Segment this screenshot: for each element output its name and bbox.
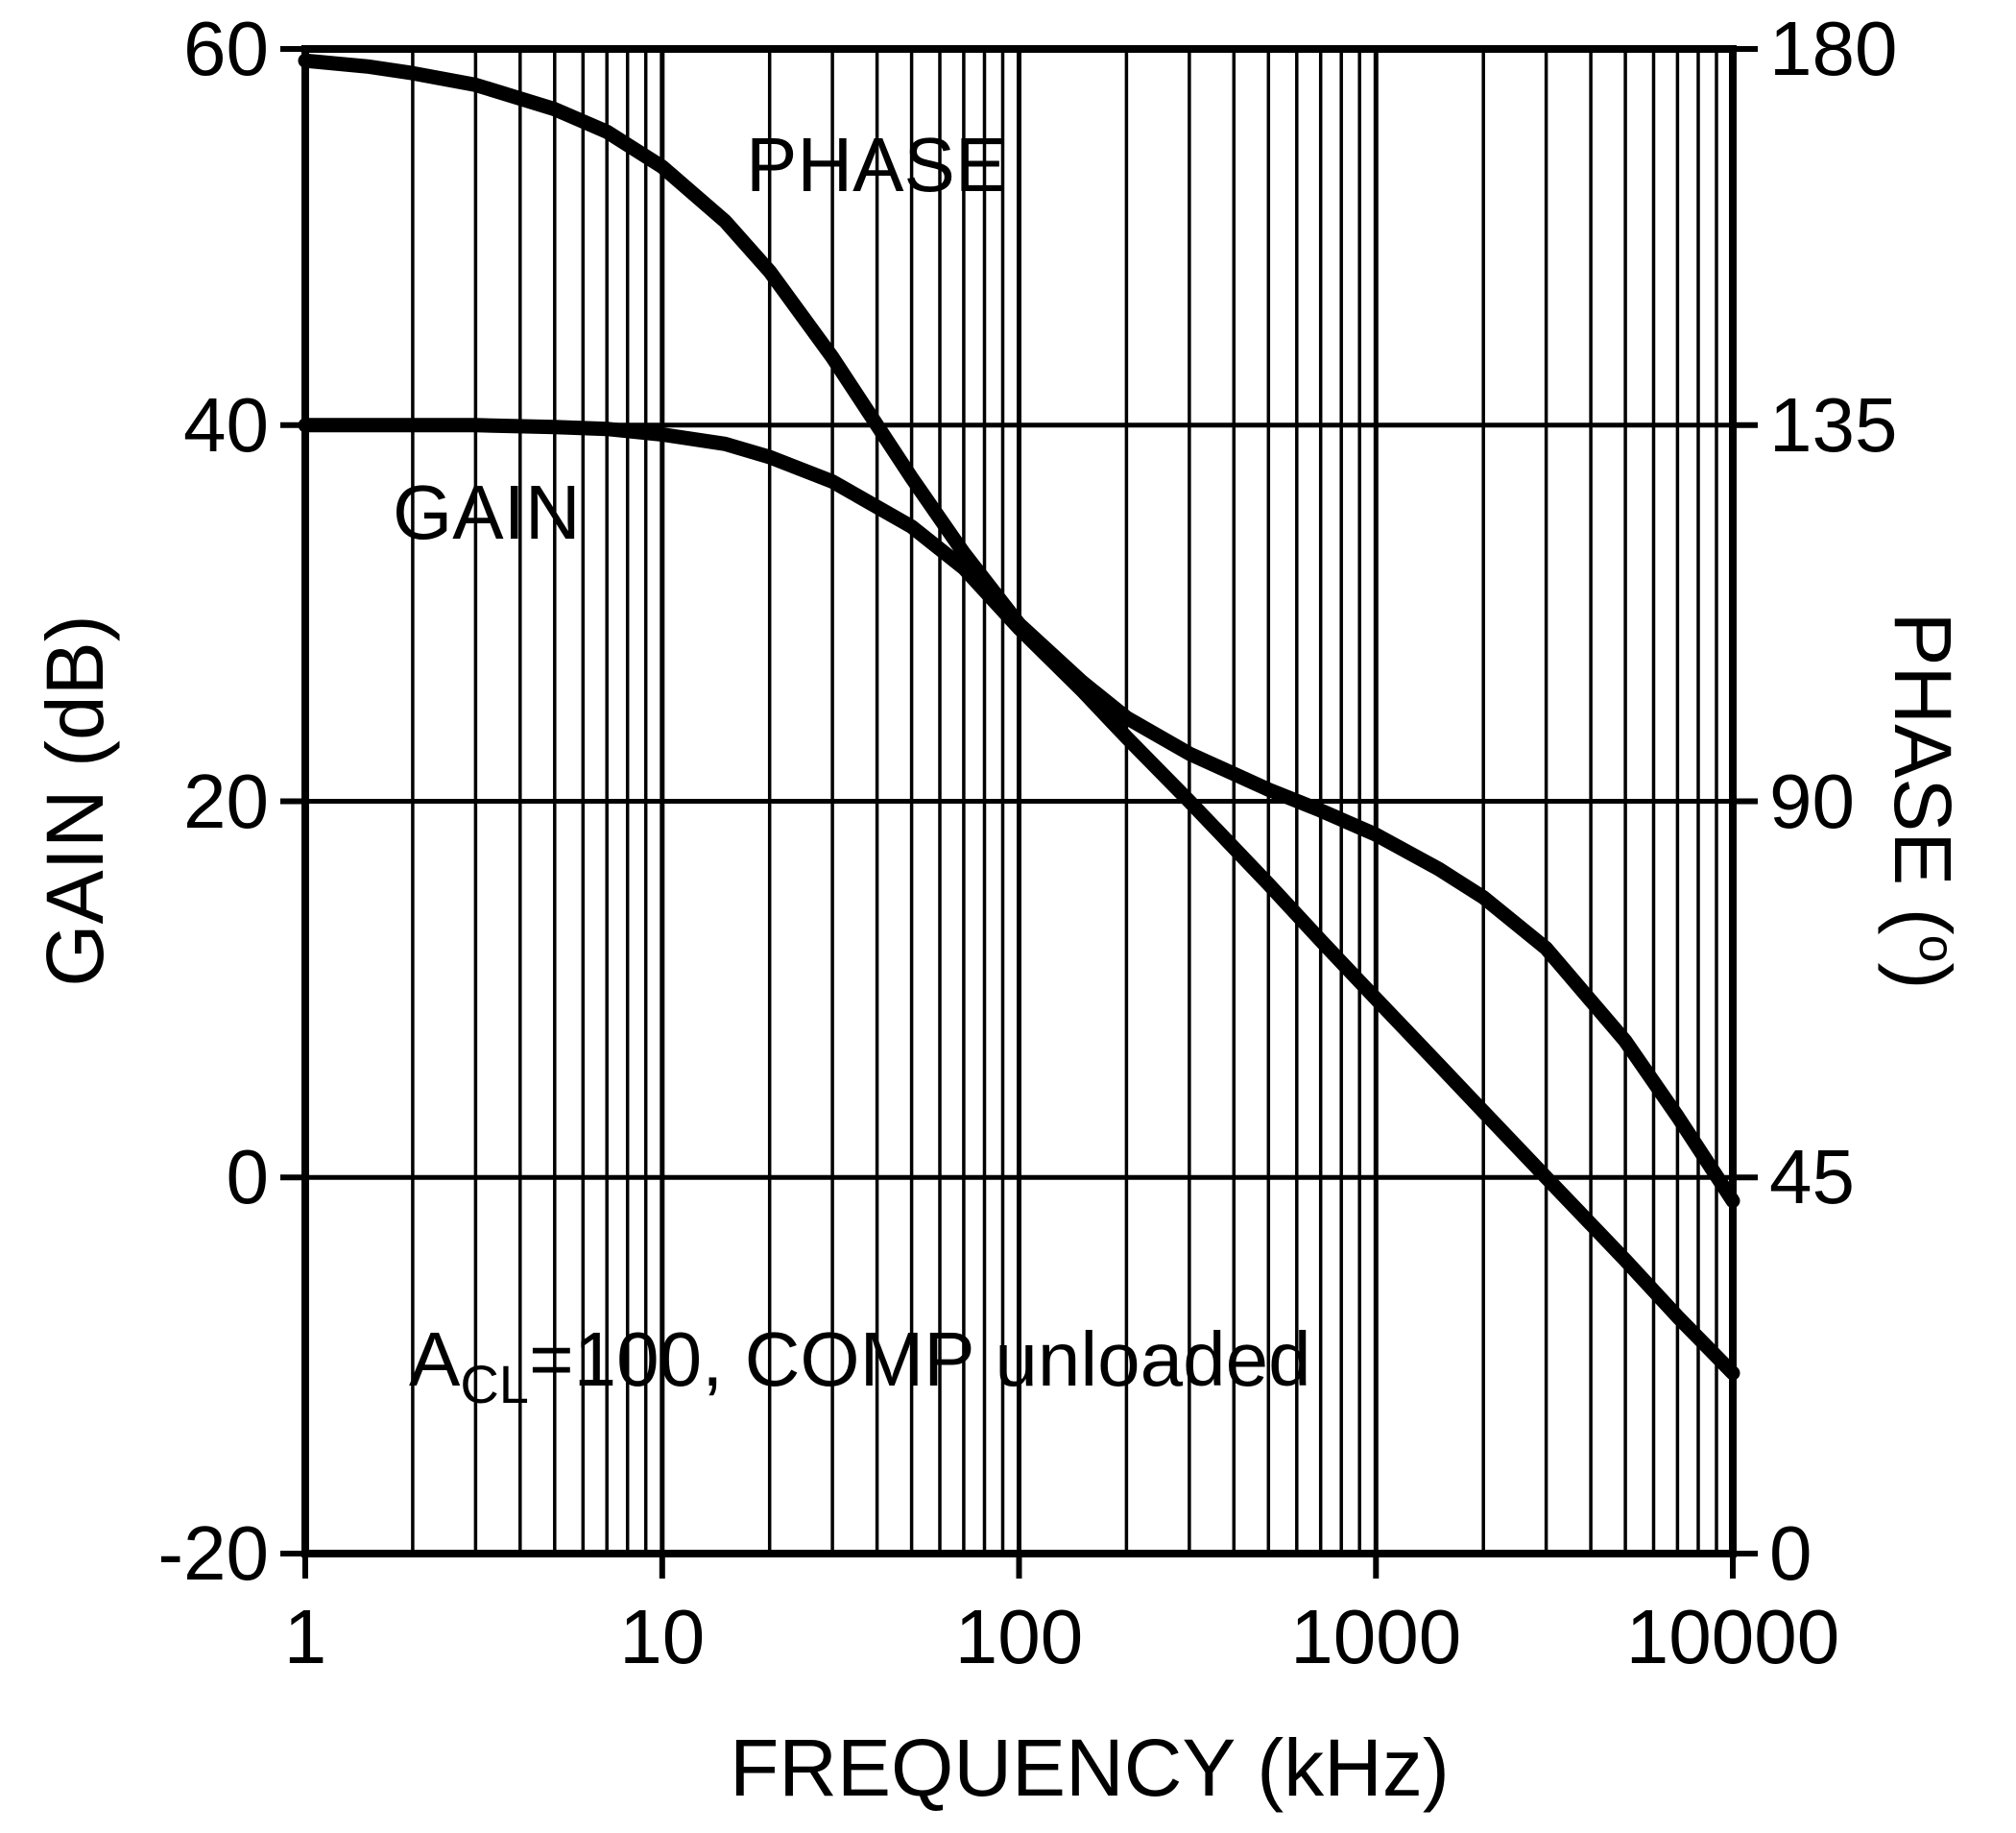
y-right-tick-label: 0 <box>1769 1510 1812 1596</box>
annotation-prefix: A <box>409 1316 461 1402</box>
y-left-tick-label: 40 <box>183 381 269 468</box>
y-left-tick-label: -20 <box>157 1510 269 1596</box>
y-axis-right-close: ) <box>1878 962 1968 990</box>
x-tick-label: 10 <box>619 1594 706 1679</box>
y-right-tick-label: 90 <box>1769 758 1855 844</box>
phase-curve-label: PHASE <box>746 122 1007 207</box>
x-tick-label: 1000 <box>1290 1594 1462 1679</box>
y-left-tick-label: 20 <box>183 758 269 844</box>
y-axis-right-degree-symbol: o <box>1908 934 1964 963</box>
y-left-tick-label: 60 <box>183 6 269 91</box>
annotation-text: ACL=100, COMP unloaded <box>409 1315 1311 1429</box>
x-tick-label: 100 <box>954 1594 1084 1679</box>
x-tick-label: 10000 <box>1625 1594 1840 1679</box>
annotation-subscript: CL <box>460 1354 529 1414</box>
gain-curve-label: GAIN <box>393 470 581 555</box>
annotation-rest: =100, COMP unloaded <box>528 1316 1311 1402</box>
y-left-tick-label: 0 <box>226 1134 270 1220</box>
x-tick-label: 1 <box>283 1594 327 1679</box>
y-right-tick-label: 45 <box>1769 1134 1855 1220</box>
y-right-tick-label: 180 <box>1769 6 1898 91</box>
phase-curve <box>298 53 1740 1209</box>
y-right-tick-label: 135 <box>1769 381 1898 468</box>
plot-border <box>301 45 1737 1557</box>
x-axis-label: FREQUENCY (kHz) <box>730 1723 1450 1813</box>
